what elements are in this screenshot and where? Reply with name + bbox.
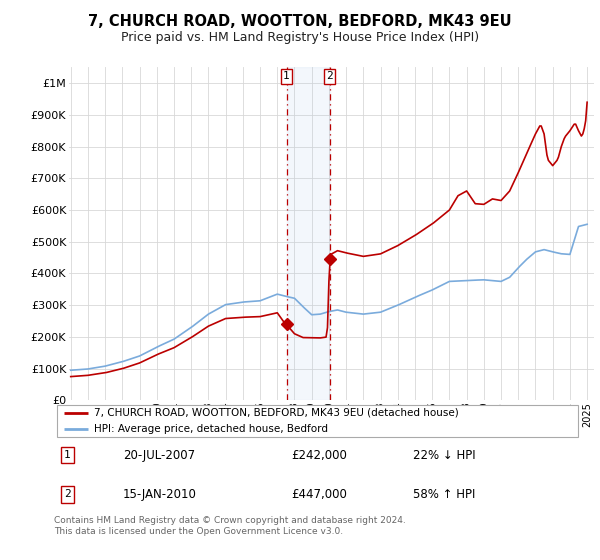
- Text: £242,000: £242,000: [292, 449, 347, 461]
- Text: Price paid vs. HM Land Registry's House Price Index (HPI): Price paid vs. HM Land Registry's House …: [121, 31, 479, 44]
- Text: £447,000: £447,000: [292, 488, 347, 501]
- Text: 20-JUL-2007: 20-JUL-2007: [122, 449, 195, 461]
- Text: 1: 1: [64, 450, 71, 460]
- Text: 22% ↓ HPI: 22% ↓ HPI: [413, 449, 476, 461]
- Text: 7, CHURCH ROAD, WOOTTON, BEDFORD, MK43 9EU (detached house): 7, CHURCH ROAD, WOOTTON, BEDFORD, MK43 9…: [94, 408, 458, 418]
- Text: Contains HM Land Registry data © Crown copyright and database right 2024.
This d: Contains HM Land Registry data © Crown c…: [54, 516, 406, 536]
- Text: 7, CHURCH ROAD, WOOTTON, BEDFORD, MK43 9EU: 7, CHURCH ROAD, WOOTTON, BEDFORD, MK43 9…: [88, 14, 512, 29]
- Text: 15-JAN-2010: 15-JAN-2010: [122, 488, 197, 501]
- Text: 58% ↑ HPI: 58% ↑ HPI: [413, 488, 475, 501]
- Bar: [287, 67, 329, 400]
- Text: 2: 2: [326, 71, 333, 81]
- Text: HPI: Average price, detached house, Bedford: HPI: Average price, detached house, Bedf…: [94, 423, 328, 433]
- Text: 2: 2: [64, 489, 71, 500]
- Text: 1: 1: [283, 71, 290, 81]
- FancyBboxPatch shape: [56, 404, 578, 437]
